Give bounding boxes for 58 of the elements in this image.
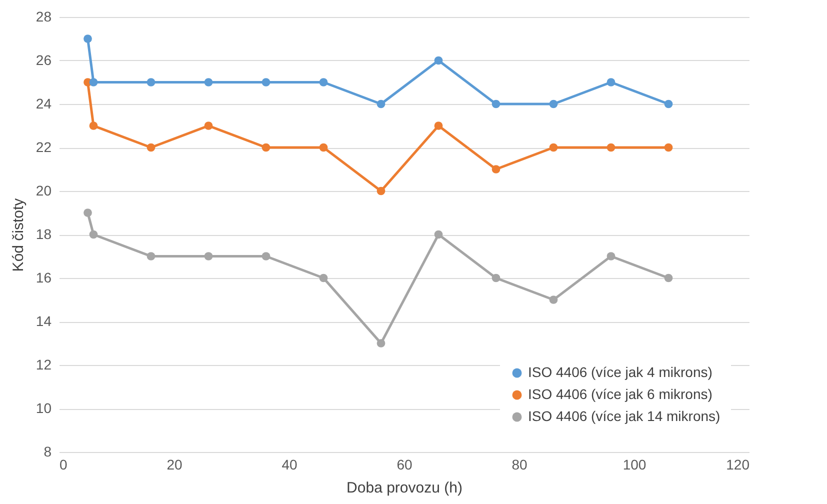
point xyxy=(606,143,616,152)
point xyxy=(204,78,213,86)
point xyxy=(262,143,270,152)
point xyxy=(549,100,558,108)
point xyxy=(606,78,616,86)
point xyxy=(262,252,270,260)
point xyxy=(146,143,156,152)
y-tick-label: 8 xyxy=(44,444,52,460)
point xyxy=(376,339,386,348)
point xyxy=(492,165,500,174)
point xyxy=(84,208,92,217)
point xyxy=(319,274,328,282)
y-tick-label: 18 xyxy=(36,226,52,242)
x-tick-label: 20 xyxy=(166,456,182,472)
x-tick-label: 0 xyxy=(60,456,68,472)
point xyxy=(89,78,98,86)
point xyxy=(84,34,92,43)
x-axis-title: Doba provozu (h) xyxy=(346,480,462,496)
y-tick-label: 24 xyxy=(36,96,52,112)
y-tick-label: 20 xyxy=(36,182,52,198)
y-axis-title: Kód čistoty xyxy=(10,198,27,272)
y-tick-label: 12 xyxy=(36,356,52,372)
y-tick-label: 26 xyxy=(36,52,52,68)
point xyxy=(664,143,673,152)
point xyxy=(89,122,98,130)
x-tick-label: 60 xyxy=(396,456,412,472)
point xyxy=(146,252,156,260)
legend-label: ISO 4406 (více jak 6 mikrons) xyxy=(528,386,712,402)
legend-label: ISO 4406 (více jak 14 mikrons) xyxy=(528,408,720,424)
y-tick-label: 14 xyxy=(36,313,52,329)
point xyxy=(204,122,213,130)
point xyxy=(549,143,558,152)
x-tick-label: 100 xyxy=(622,456,646,472)
point xyxy=(204,252,213,260)
point xyxy=(549,296,558,304)
x-tick-label: 80 xyxy=(512,456,528,472)
point xyxy=(376,100,386,108)
y-tick-label: 10 xyxy=(36,400,52,416)
point xyxy=(434,122,443,130)
point xyxy=(492,274,500,282)
point xyxy=(434,230,443,239)
y-tick-label: 22 xyxy=(36,139,52,155)
x-tick-label: 120 xyxy=(726,456,750,472)
y-tick-label: 28 xyxy=(36,8,52,24)
point xyxy=(664,100,673,108)
point xyxy=(319,78,328,86)
point xyxy=(262,78,270,86)
point xyxy=(146,78,156,86)
legend-label: ISO 4406 (více jak 4 mikrons) xyxy=(528,364,712,380)
x-tick-label: 40 xyxy=(282,456,298,472)
point xyxy=(434,56,443,65)
point xyxy=(606,252,616,260)
point xyxy=(376,186,386,196)
point xyxy=(492,100,500,108)
y-tick-label: 16 xyxy=(36,270,52,286)
point xyxy=(664,274,673,282)
point xyxy=(89,230,98,239)
point xyxy=(319,143,328,152)
